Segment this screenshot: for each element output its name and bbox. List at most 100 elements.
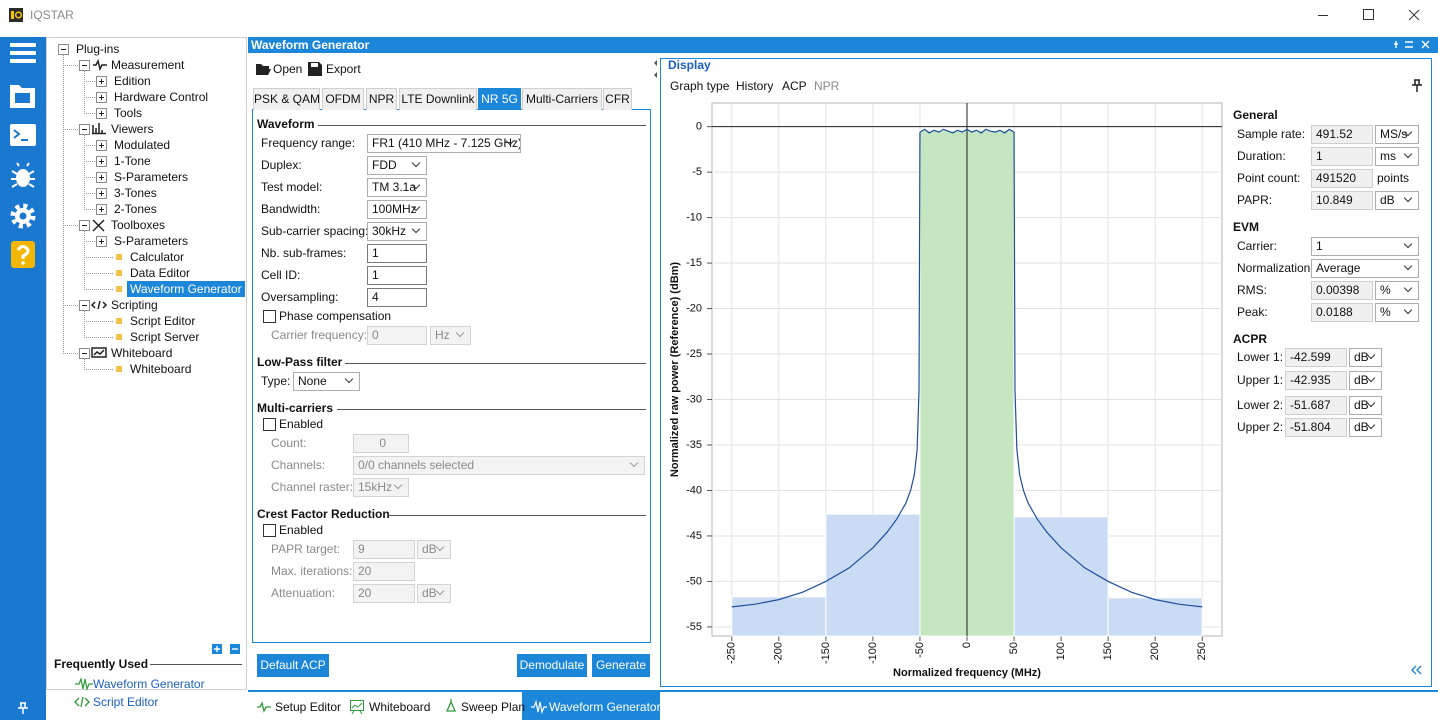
bottom-tab[interactable]: Sweep Plan xyxy=(461,700,526,714)
tree-item[interactable]: Whiteboard xyxy=(111,346,173,360)
tree-item[interactable]: 2-Tones xyxy=(114,202,157,216)
combo-box[interactable]: dB xyxy=(417,584,451,603)
tree-item[interactable]: Waveform Generator xyxy=(127,281,245,297)
unit-combo[interactable]: dB xyxy=(1349,348,1382,367)
tree-item[interactable]: Script Server xyxy=(130,330,200,344)
tree-item[interactable]: S-Parameters xyxy=(114,234,189,248)
tree-item[interactable]: Measurement xyxy=(111,58,185,72)
tree-item[interactable]: Plug-ins xyxy=(76,42,120,56)
unit-combo[interactable]: dB xyxy=(1375,191,1419,210)
toolbar-button[interactable]: Open xyxy=(273,62,303,76)
combo-box[interactable]: FR1 (410 MHz - 7.125 GHz) xyxy=(367,134,521,153)
value-field[interactable]: 491.52 xyxy=(1311,125,1373,144)
tree-toggle[interactable] xyxy=(96,188,107,199)
tree-item[interactable]: 1-Tone xyxy=(114,154,151,168)
tree-item[interactable]: Script Editor xyxy=(130,314,196,328)
tab[interactable]: LTE Downlink xyxy=(399,88,477,110)
tree-item[interactable]: Calculator xyxy=(130,250,185,264)
tree-toggle[interactable] xyxy=(79,220,90,231)
tree-toggle[interactable] xyxy=(96,156,107,167)
tree-toggle[interactable] xyxy=(58,44,69,55)
frequently-used-item[interactable]: Waveform Generator xyxy=(93,677,205,691)
bottom-tab[interactable]: Setup Editor xyxy=(275,700,342,714)
frequently-used-item[interactable]: Script Editor xyxy=(93,695,159,709)
unit-combo[interactable]: dB xyxy=(1349,396,1382,415)
text-field[interactable]: 4 xyxy=(367,288,427,307)
unit-combo[interactable]: dB xyxy=(1349,418,1382,437)
button[interactable]: Generate xyxy=(592,654,650,677)
tree-toggle[interactable] xyxy=(79,124,90,135)
tree-item[interactable]: Modulated xyxy=(114,138,171,152)
tree-item[interactable]: Viewers xyxy=(111,122,154,136)
text-field[interactable]: 0 xyxy=(367,326,427,345)
tree-toggle[interactable] xyxy=(79,348,90,359)
tree-item[interactable]: Tools xyxy=(114,106,143,120)
tree-toggle[interactable] xyxy=(96,140,107,151)
tree-toggle[interactable] xyxy=(96,76,107,87)
tab[interactable]: Multi-Carriers xyxy=(522,88,602,110)
tab[interactable]: NR 5G xyxy=(478,88,521,110)
tree-item[interactable]: Edition xyxy=(114,74,151,88)
value-field[interactable]: 0.00398 xyxy=(1311,281,1373,300)
tree-toggle[interactable] xyxy=(96,204,107,215)
text-field[interactable]: 1 xyxy=(367,244,427,263)
checkbox[interactable] xyxy=(263,524,276,537)
unit-combo[interactable]: % xyxy=(1375,281,1419,300)
value-field[interactable]: -51.687 xyxy=(1285,396,1347,415)
combo-box[interactable]: Hz xyxy=(430,326,471,345)
checkbox[interactable] xyxy=(263,418,276,431)
tab[interactable]: OFDM xyxy=(322,88,364,110)
tab[interactable]: PSK & QAM xyxy=(253,88,320,110)
text-field[interactable]: 9 xyxy=(353,540,415,559)
button[interactable]: Demodulate xyxy=(517,654,587,677)
combo-box[interactable]: 1 xyxy=(1311,237,1419,256)
combo-box[interactable]: 100MHz xyxy=(367,200,427,219)
tree-toggle[interactable] xyxy=(79,300,90,311)
tree-item[interactable]: Whiteboard xyxy=(130,362,192,376)
checkbox[interactable] xyxy=(263,310,276,323)
tree-item[interactable]: Data Editor xyxy=(130,266,191,280)
menu-item[interactable]: History xyxy=(736,79,774,93)
button[interactable]: Default ACP xyxy=(257,654,329,677)
value-field[interactable]: -51.804 xyxy=(1285,418,1347,437)
tree-toggle[interactable] xyxy=(96,236,107,247)
value-field[interactable]: 1 xyxy=(1311,147,1373,166)
value-field[interactable]: 0.0188 xyxy=(1311,303,1373,322)
value-field[interactable]: 491520 xyxy=(1311,169,1373,188)
unit-combo[interactable]: MS/s xyxy=(1375,125,1419,144)
toolbar-button[interactable]: Export xyxy=(326,62,361,76)
menu-item[interactable]: ACP xyxy=(782,79,807,93)
combo-box[interactable]: 15kHz xyxy=(353,478,409,497)
combo-box[interactable]: 0/0 channels selected xyxy=(353,456,645,475)
menu-item[interactable]: NPR xyxy=(814,79,840,93)
text-field[interactable]: 20 xyxy=(353,584,415,603)
combo-box[interactable]: FDD xyxy=(367,156,427,175)
tree-item[interactable]: Scripting xyxy=(111,298,158,312)
tree-item[interactable]: Hardware Control xyxy=(114,90,209,104)
value-field[interactable]: 10.849 xyxy=(1311,191,1373,210)
tree-toggle[interactable] xyxy=(96,92,107,103)
text-field[interactable]: 1 xyxy=(367,266,427,285)
tab[interactable]: CFR xyxy=(603,88,632,110)
unit-combo[interactable]: ms xyxy=(1375,147,1419,166)
tree-toggle[interactable] xyxy=(79,60,90,71)
unit-combo[interactable]: % xyxy=(1375,303,1419,322)
tab[interactable]: NPR xyxy=(366,88,397,110)
bottom-tab[interactable]: Whiteboard xyxy=(369,700,431,714)
tree-toggle[interactable] xyxy=(96,108,107,119)
unit-combo[interactable]: dB xyxy=(1349,371,1382,390)
bottom-tab[interactable]: Waveform Generator xyxy=(549,700,661,714)
text-field[interactable]: 20 xyxy=(353,562,415,581)
combo-box[interactable]: None xyxy=(293,372,360,391)
tree-item[interactable]: Toolboxes xyxy=(111,218,166,232)
combo-box[interactable]: dB xyxy=(417,540,451,559)
tree-toggle[interactable] xyxy=(96,172,107,183)
menu-item[interactable]: Graph type xyxy=(670,79,730,93)
spin-box[interactable]: 0 xyxy=(353,434,409,453)
tree-item[interactable]: 3-Tones xyxy=(114,186,157,200)
combo-box[interactable]: 30kHz xyxy=(367,222,427,241)
value-field[interactable]: -42.599 xyxy=(1285,348,1347,367)
combo-box[interactable]: TM 3.1a xyxy=(367,178,427,197)
combo-box[interactable]: Average xyxy=(1311,259,1419,278)
tree-item[interactable]: S-Parameters xyxy=(114,170,189,184)
